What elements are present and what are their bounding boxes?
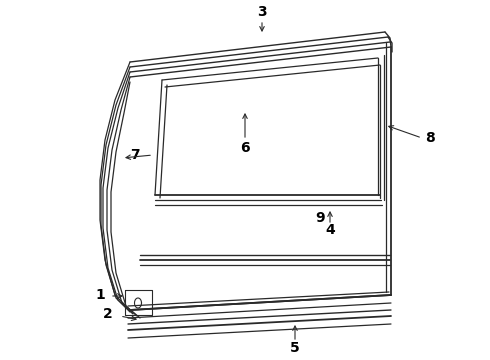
Text: 3: 3 — [257, 5, 267, 19]
Text: 6: 6 — [240, 141, 250, 155]
Text: 2: 2 — [103, 307, 113, 321]
Text: 5: 5 — [290, 341, 300, 355]
Text: 7: 7 — [130, 148, 140, 162]
Text: 4: 4 — [325, 223, 335, 237]
Text: 9: 9 — [315, 211, 325, 225]
Text: 8: 8 — [425, 131, 435, 145]
Text: 1: 1 — [95, 288, 105, 302]
